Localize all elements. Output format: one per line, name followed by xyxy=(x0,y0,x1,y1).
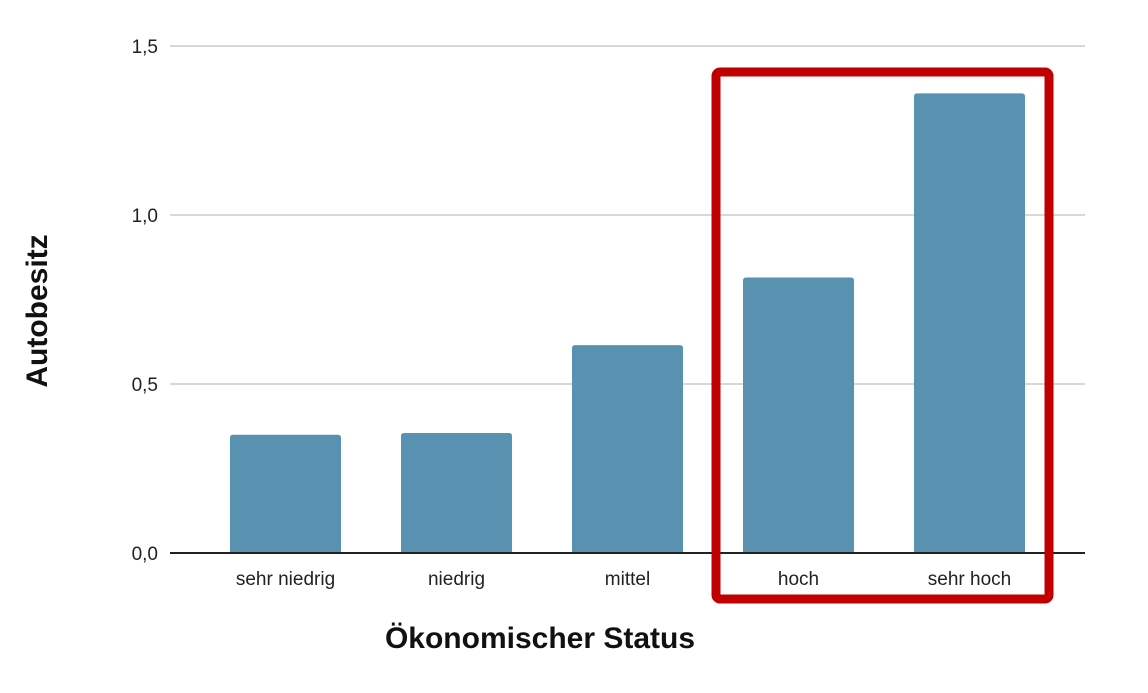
x-axis-title: Ökonomischer Status xyxy=(385,622,695,655)
y-axis-title: Autobesitz xyxy=(21,234,54,387)
bar-sehr-niedrig xyxy=(230,434,341,553)
x-tick-label: mittel xyxy=(605,569,650,590)
bars xyxy=(230,93,1025,553)
bar-sehr-hoch xyxy=(914,93,1025,553)
y-tick-label: 1,0 xyxy=(132,206,158,227)
x-tick-label: sehr niedrig xyxy=(236,569,335,590)
highlight-layer xyxy=(711,67,1054,604)
x-tick-label: sehr hoch xyxy=(928,569,1011,590)
x-tick-label: hoch xyxy=(778,569,819,590)
highlight-box xyxy=(711,67,1054,604)
y-tick-label: 0,0 xyxy=(132,544,158,565)
x-tick-labels: sehr niedrig niedrig mittel hoch sehr hoch xyxy=(236,569,1011,590)
bar-niedrig xyxy=(401,433,512,553)
x-tick-label: niedrig xyxy=(428,569,485,590)
y-tick-labels: 0,0 0,5 1,0 1,5 xyxy=(132,37,158,565)
bar-mittel xyxy=(572,345,683,553)
y-tick-label: 0,5 xyxy=(132,375,158,396)
bar-hoch xyxy=(743,277,854,553)
y-tick-label: 1,5 xyxy=(132,37,158,58)
